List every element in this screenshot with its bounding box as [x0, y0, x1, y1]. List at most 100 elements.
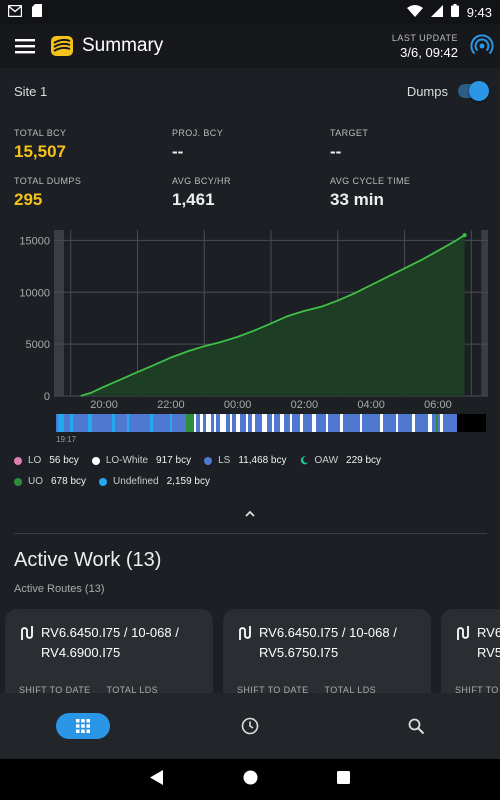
nav-search[interactable] — [333, 693, 500, 759]
timeline-segment — [214, 414, 216, 432]
route-line-2: RV5 — [477, 645, 500, 660]
broadcast-icon — [470, 34, 494, 55]
route-icon — [457, 626, 469, 640]
stat-total-dumps: TOTAL DUMPS 295 — [14, 176, 172, 210]
route-meta: SHIFT TO DATE TOTAL LDS — [237, 685, 376, 693]
menu-button[interactable] — [0, 24, 50, 68]
back-button[interactable] — [149, 769, 164, 790]
active-routes-subtitle: Active Routes (13) — [14, 583, 105, 595]
timeline-segment — [230, 414, 232, 432]
route-text: RV6.6450.I75 / 10-068 / RV5.6750.I75 — [259, 623, 397, 663]
gmail-icon — [7, 4, 23, 20]
meta-total-lds: TOTAL LDS — [106, 685, 158, 693]
timeline-segment — [326, 414, 328, 432]
dashboard-icon — [76, 719, 91, 733]
legend-value: 56 bcy — [49, 455, 79, 466]
battery-icon — [450, 4, 459, 20]
y-tick-label: 10000 — [19, 287, 50, 299]
toggle-knob — [469, 81, 489, 101]
moon-icon — [300, 456, 309, 465]
route-text: RV6 RV5 — [477, 623, 500, 663]
legend-dot — [91, 456, 100, 465]
stat-label: TARGET — [330, 128, 369, 138]
route-card[interactable]: RV6.6450.I75 / 10-068 / RV5.6750.I75 SHI… — [223, 609, 431, 693]
route-icon — [21, 626, 33, 640]
route-meta: SHIFT TO — [455, 685, 499, 693]
stat-total-bcy: TOTAL BCY 15,507 — [14, 128, 172, 162]
route-line-1: RV6 — [477, 625, 500, 640]
timeline-segment — [440, 414, 443, 432]
route-text: RV6.6450.I75 / 10-068 / RV4.6900.I75 — [41, 623, 179, 663]
chart-svg: 15000 10000 5000 0 20:00 22:00 00:00 02:00 04:00… — [19, 230, 488, 444]
legend-name: LS — [218, 455, 231, 466]
route-line-2: RV4.6900.I75 — [41, 645, 121, 660]
legend-item-uo: UO 678 bcy — [14, 476, 86, 487]
timeline-start-label: 19:17 — [56, 435, 77, 444]
stat-target: TARGET -- — [330, 128, 490, 162]
last-update-label: LAST UPDATE — [391, 32, 458, 43]
production-chart[interactable]: 15000 10000 5000 0 20:00 22:00 00:00 02:00 04:00… — [0, 222, 500, 448]
y-tick-label: 15000 — [19, 235, 50, 247]
timeline-segment — [312, 414, 316, 432]
route-card[interactable]: RV6 RV5 SHIFT TO — [441, 609, 500, 693]
timeline-segment — [380, 414, 383, 432]
timeline-segment — [112, 414, 115, 432]
timeline-segment — [70, 414, 73, 432]
wifi-icon — [406, 4, 423, 20]
timeline-segment — [236, 414, 240, 432]
timeline-segment — [412, 414, 415, 432]
timeline-segment — [150, 414, 153, 432]
timeline-segment — [300, 414, 303, 432]
status-time: 9:43 — [466, 4, 492, 20]
app-logo-icon — [51, 36, 73, 56]
x-tick-label: 04:00 — [357, 399, 385, 411]
legend-row: LO 56 bcy LO-White 917 bcy LS 11,468 bcy… — [14, 450, 494, 471]
legend-name: UO — [28, 476, 43, 487]
collapse-chart-button[interactable] — [240, 505, 260, 523]
timeline-segment — [170, 414, 172, 432]
legend-name: OAW — [314, 455, 339, 466]
route-cards: RV6.6450.I75 / 10-068 / RV4.6900.I75 SHI… — [5, 609, 500, 693]
dumps-toggle[interactable] — [458, 81, 489, 101]
dumps-toggle-label: Dumps — [406, 83, 448, 99]
timeline-segment — [246, 414, 248, 432]
stat-label: TOTAL BCY — [14, 128, 67, 138]
recents-button[interactable] — [337, 770, 351, 789]
series-line — [80, 234, 466, 397]
chart-margin-left — [54, 230, 65, 396]
nav-history[interactable] — [167, 693, 334, 759]
route-card[interactable]: RV6.6450.I75 / 10-068 / RV4.6900.I75 SHI… — [5, 609, 213, 693]
live-feed-button[interactable] — [464, 24, 500, 68]
last-update-value: 3/6, 09:42 — [400, 44, 458, 60]
x-tick-label: 22:00 — [157, 399, 185, 411]
stat-value: 15,507 — [14, 142, 66, 161]
site-name: Site 1 — [14, 83, 48, 99]
legend-value: 678 bcy — [51, 476, 87, 487]
stat-avg-cycle-time: AVG CYCLE TIME 33 min — [330, 176, 490, 210]
timeline-segment — [127, 414, 129, 432]
meta-total-lds: TOTAL LDS — [324, 685, 376, 693]
legend-name: LO-White — [105, 455, 149, 466]
chevron-up-icon — [245, 511, 255, 517]
nav-dashboard[interactable] — [0, 693, 167, 759]
x-tick-label: 00:00 — [224, 399, 252, 411]
legend-item-ls: LS 11,468 bcy — [204, 455, 287, 466]
timeline-segment — [88, 414, 92, 432]
timeline-segment — [58, 414, 64, 432]
system-nav-bar — [0, 759, 500, 800]
timeline-segment — [290, 414, 292, 432]
route-name: RV6 RV5 — [455, 623, 500, 663]
recents-icon — [337, 770, 351, 784]
timeline-segment — [340, 414, 343, 432]
route-line-1: RV6.6450.I75 / 10-068 / — [41, 625, 179, 640]
meta-shift-to-date: SHIFT TO DATE — [19, 685, 91, 693]
chart-legend: LO 56 bcy LO-White 917 bcy LS 11,468 bcy… — [14, 450, 494, 492]
hamburger-icon — [15, 39, 35, 54]
legend-dot — [99, 477, 108, 486]
last-update: LAST UPDATE 3/6, 09:42 — [392, 33, 458, 60]
legend-item-lo: LO 56 bcy — [14, 455, 79, 466]
home-button[interactable] — [243, 770, 258, 790]
x-tick-label: 20:00 — [90, 399, 118, 411]
timeline-segment — [206, 414, 211, 432]
timeline-segment — [186, 414, 194, 432]
